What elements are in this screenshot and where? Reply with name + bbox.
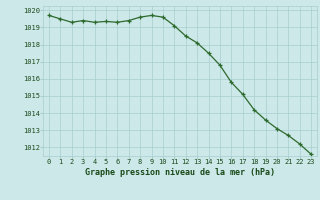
X-axis label: Graphe pression niveau de la mer (hPa): Graphe pression niveau de la mer (hPa) (85, 168, 275, 177)
